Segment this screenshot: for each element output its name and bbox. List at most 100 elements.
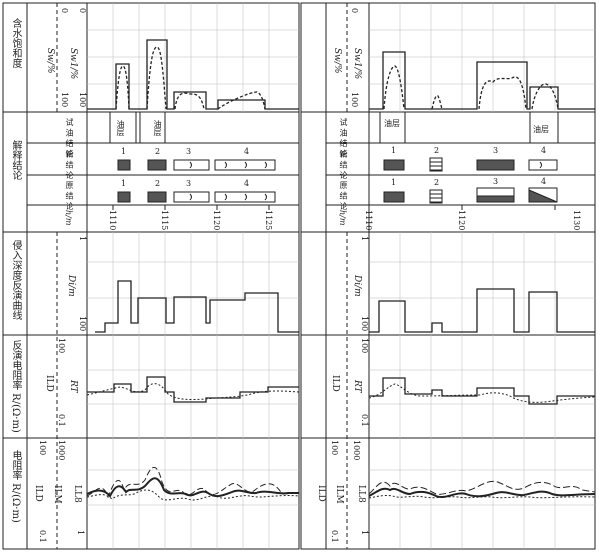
row-title-invasion: 侵入深度反演曲线	[10, 240, 21, 320]
left-orig-layer-3: 3	[186, 179, 192, 188]
left-ild-scale-01: 0.1	[57, 414, 66, 427]
left-sw-label: Sw/%	[45, 48, 55, 74]
right-orig-label: 原 结 论	[339, 181, 348, 211]
right-new-layer-3: 3	[493, 146, 499, 155]
left-new-label: 新 结 论	[65, 150, 74, 180]
left-res-scale-100: 100	[38, 440, 47, 456]
right-ild-scale-01: 0.1	[360, 414, 369, 427]
right-sw1-label: Sw1/%	[352, 48, 362, 80]
left-di-scale-100: 100	[78, 316, 87, 332]
right-rt-label: RT	[352, 380, 362, 393]
left-di-label: Di/m	[66, 275, 76, 297]
row-title-interpretation: 解释结论	[10, 140, 21, 180]
left-new-layer-1: 1	[121, 147, 127, 156]
right-new-layer-2: 2	[434, 146, 440, 155]
right-test-oil-2: 油层	[533, 125, 549, 134]
left-test-label: 试 油 结 论	[65, 118, 74, 158]
right-sw-scale-100: 100	[350, 92, 359, 108]
right-orig-layer-2: 2	[434, 178, 440, 187]
row-title-saturation: 含水饱和度	[10, 18, 21, 68]
left-test-oil-1: 油层	[116, 120, 125, 136]
left-new-layer-3: 3	[186, 147, 192, 156]
right-test-label: 试 油 结 论	[339, 118, 348, 158]
right-orig-layer-1: 1	[391, 178, 397, 187]
left-di-scale-1: 1	[78, 236, 87, 242]
right-res-curves	[368, 480, 596, 499]
left-sw1-scale-0: 0	[78, 8, 87, 14]
right-di-curve	[369, 288, 595, 333]
right-panel	[300, 2, 596, 550]
right-depth-1110: 1110	[364, 210, 373, 231]
left-res-ild-label: ILD	[33, 485, 43, 502]
left-new-layer-4: 4	[244, 147, 250, 156]
right-ild-scale-100: 100	[360, 338, 369, 354]
left-lower-grid	[87, 232, 299, 549]
left-orig-layer-4: 4	[244, 179, 250, 188]
right-ild-label: ILD	[330, 375, 340, 392]
left-rt-label: RT	[68, 380, 78, 393]
right-res-scale-01: 0.1	[330, 530, 339, 543]
right-sw-label: Sw/%	[332, 48, 342, 74]
left-test-oil-2: 油层	[153, 120, 162, 136]
left-orig-layer-2: 2	[155, 179, 161, 188]
left-new-layer-2: 2	[155, 147, 161, 156]
left-res-scale-1: 1	[76, 530, 85, 536]
right-orig-layer-4: 4	[541, 177, 547, 186]
right-di-scale-100: 100	[360, 316, 369, 332]
left-depth-label: h/m	[64, 210, 73, 226]
row-title-resistivity: 电阻率 R/(Ω·m)	[10, 450, 21, 523]
left-sw-curves	[87, 39, 299, 110]
right-sw-grid	[369, 3, 595, 112]
right-test-layer	[379, 112, 559, 143]
right-di-scale-1: 1	[360, 236, 369, 242]
right-test-oil-1: 油层	[384, 119, 400, 128]
right-orig-layer-3: 3	[493, 177, 499, 186]
left-orig-label: 原 结 论	[65, 181, 74, 211]
left-rt-curves	[86, 376, 300, 403]
right-lower-grid	[369, 232, 595, 549]
left-res-ilm-label: ILM	[52, 485, 62, 504]
left-orig-layers	[117, 191, 276, 203]
right-res-ilm-label: ILM	[334, 485, 344, 504]
left-res-ll8-label: LL8	[72, 485, 82, 503]
right-res-ll8-label: LL8	[356, 485, 366, 503]
right-di-label: Di/m	[352, 275, 362, 297]
left-depth-1125: 1125	[264, 210, 273, 231]
left-sw-scale-0: 0	[60, 8, 69, 14]
right-sw-scale-0: 0	[350, 8, 359, 14]
right-depth-label: h/m	[338, 210, 347, 226]
right-res-scale-100: 100	[330, 440, 339, 456]
right-res-scale-1: 1	[360, 530, 369, 536]
left-depth-ticks	[112, 205, 270, 210]
right-new-layer-4: 4	[541, 146, 547, 155]
left-depth-1110: 1110	[108, 210, 117, 231]
right-sw-curves	[369, 51, 595, 110]
left-sw1-scale-100: 100	[78, 92, 87, 108]
left-panel	[2, 2, 300, 550]
left-res-scale-1000: 1000	[57, 440, 66, 461]
right-depth-ticks	[368, 205, 556, 210]
right-res-scale-1000: 1000	[352, 440, 361, 461]
left-new-layers	[117, 159, 276, 171]
right-res-ild-label: ILD	[316, 485, 326, 502]
right-new-layer-1: 1	[391, 146, 397, 155]
left-ild-scale-100: 100	[57, 338, 66, 354]
left-sw-scale-100: 100	[60, 92, 69, 108]
left-res-scale-01: 0.1	[38, 530, 47, 543]
row-title-inversion-res: 反演电阻率 R/(Ω·m)	[10, 340, 21, 433]
right-rt-curves	[368, 377, 596, 405]
left-test-layer	[109, 112, 166, 143]
left-orig-layer-1: 1	[121, 179, 127, 188]
left-res-curves	[86, 467, 300, 501]
left-depth-1115: 1115	[160, 210, 169, 231]
right-new-layers	[383, 157, 558, 172]
right-depth-1120: 1120	[457, 210, 466, 231]
left-ild-label: ILD	[44, 375, 54, 392]
right-orig-layers	[383, 187, 558, 204]
left-sw-grid	[87, 3, 299, 112]
right-new-label: 新 结 论	[339, 150, 348, 180]
left-sw1-label: Sw1/%	[68, 48, 78, 80]
left-di-curve	[95, 280, 299, 333]
right-depth-1130: 1130	[572, 210, 581, 231]
